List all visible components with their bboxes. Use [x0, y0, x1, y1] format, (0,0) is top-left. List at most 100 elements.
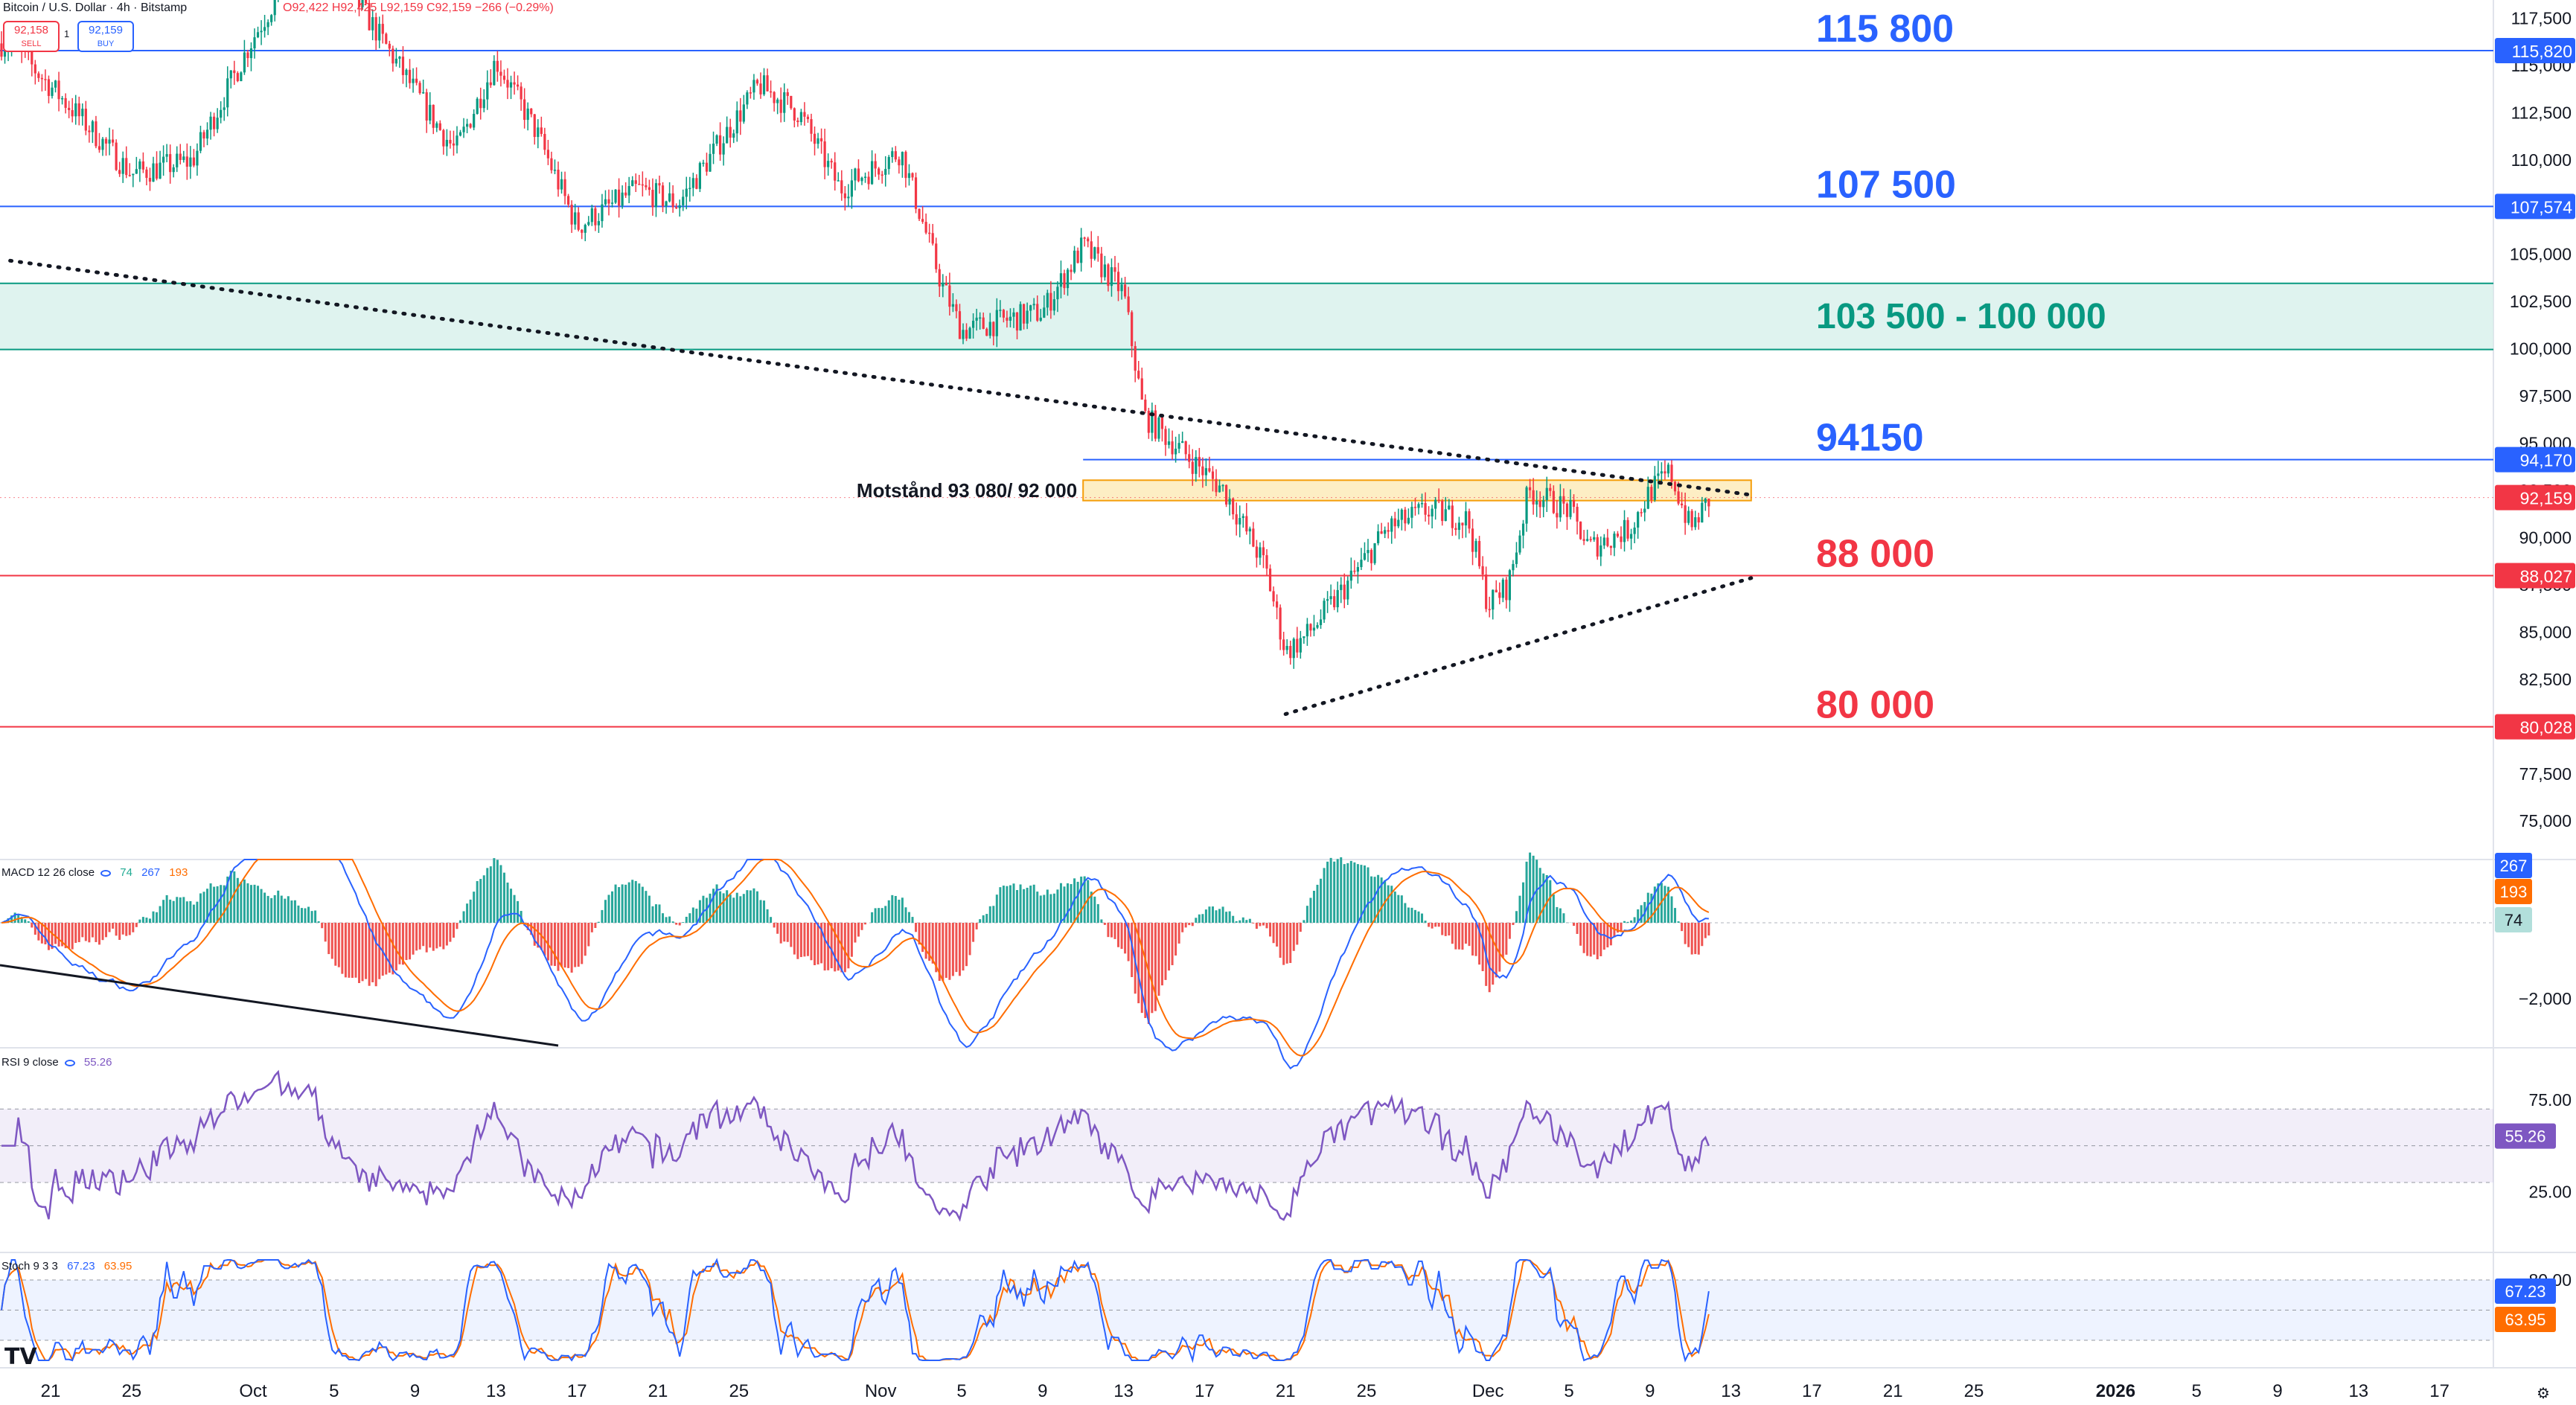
candle-body — [1090, 241, 1093, 259]
candle-body — [850, 180, 853, 197]
candle-body — [216, 118, 219, 129]
candle-body — [742, 104, 745, 122]
candle-body — [1690, 511, 1693, 528]
candle-body — [992, 321, 995, 336]
candle-body — [651, 190, 654, 208]
candle-body — [37, 73, 40, 78]
candle-body — [938, 269, 941, 287]
candle-body — [695, 178, 698, 189]
candle-body — [543, 133, 546, 150]
candle-body — [236, 73, 239, 82]
candle-body — [1107, 264, 1110, 287]
candle-body — [752, 80, 755, 93]
time-tick-label: 5 — [2192, 1381, 2202, 1401]
candle-body — [1663, 471, 1666, 474]
candle-body — [44, 79, 47, 80]
candle-body — [132, 173, 135, 176]
candle-body — [550, 158, 553, 170]
candle-body — [863, 176, 867, 178]
candle-body — [621, 192, 624, 206]
macd-legend[interactable]: MACD 12 26 close 74 267 193 — [1, 866, 188, 879]
axis-tag — [2495, 193, 2575, 220]
tradingview-logo[interactable]: TV — [4, 1344, 37, 1370]
candle-body — [1052, 299, 1055, 311]
candle-body — [1195, 457, 1198, 474]
candle-body — [141, 161, 144, 170]
gear-icon[interactable]: ⚙ — [2537, 1386, 2550, 1402]
macd-pane — [0, 852, 2493, 1070]
candle-body — [266, 22, 269, 28]
candle-body — [31, 51, 33, 65]
stoch-k-value: 67.23 — [67, 1260, 95, 1273]
candle-body — [924, 222, 927, 233]
candle-body — [1653, 476, 1656, 501]
time-tick-label: 2026 — [2096, 1381, 2135, 1401]
rsi-axis-tag-label: 55.26 — [2505, 1127, 2545, 1146]
price-axis[interactable]: 117,500115,000112,500110,000107,500105,0… — [2495, 8, 2575, 1332]
candle-body — [955, 304, 958, 312]
candle-body — [597, 221, 600, 225]
candle-body — [813, 133, 816, 144]
candle-body — [1228, 498, 1231, 505]
candle-body — [502, 75, 506, 80]
candle-body — [773, 92, 776, 103]
candle-body — [1538, 501, 1541, 508]
candle-body — [1451, 505, 1454, 528]
candle-body — [654, 183, 658, 208]
candle-body — [898, 159, 901, 166]
candle-body — [1340, 584, 1343, 590]
candle-body — [71, 109, 74, 117]
candle-body — [1488, 609, 1491, 610]
candle-body — [1384, 530, 1387, 534]
candle-body — [712, 144, 715, 154]
candle-body — [1363, 553, 1367, 560]
eye-icon[interactable] — [100, 869, 112, 877]
candle-body — [658, 183, 661, 186]
candle-body — [466, 124, 469, 127]
price-tick-label: 102,500 — [2510, 292, 2572, 311]
candle-body — [159, 162, 162, 179]
candle-body — [1296, 639, 1299, 653]
time-axis[interactable]: 21 25 Oct 5 9 13 17 21 25 Nov 5 9 13 17 21 25 Dec 5 9 13 17 2… — [41, 1381, 2449, 1401]
candle-body — [560, 179, 563, 190]
candle-body — [894, 151, 897, 160]
candle-body — [951, 304, 954, 307]
sell-button[interactable]: 92,158 SELL — [3, 21, 60, 52]
candle-body — [61, 97, 64, 100]
buy-button[interactable]: 92,159 BUY — [77, 21, 134, 52]
candle-body — [1312, 627, 1316, 631]
candle-body — [118, 170, 121, 174]
candle-body — [988, 321, 991, 336]
price-tick-label: 97,500 — [2519, 386, 2572, 406]
stoch-k-tag-label: 67.23 — [2505, 1282, 2545, 1301]
candle-body — [496, 60, 499, 72]
candle-body — [1525, 487, 1528, 524]
candle-body — [776, 99, 779, 103]
time-tick-label: 25 — [121, 1381, 141, 1401]
candle-body — [1556, 513, 1559, 518]
rsi-legend[interactable]: RSI 9 close 55.26 — [1, 1056, 112, 1069]
candle-body — [702, 162, 705, 164]
candle-body — [726, 127, 729, 144]
macd-axis-tag-label: 193 — [2500, 883, 2528, 901]
candle-body — [1329, 596, 1332, 600]
candle-body — [473, 114, 476, 128]
candle-body — [796, 120, 799, 123]
candle-body — [860, 177, 863, 182]
symbol-title[interactable]: Bitcoin / U.S. Dollar · 4h · Bitstamp — [3, 1, 188, 14]
candle-body — [1444, 509, 1447, 522]
time-tick-label: 9 — [1038, 1381, 1047, 1401]
candle-body — [189, 157, 192, 167]
price-tick-label: 82,500 — [2519, 670, 2572, 689]
candle-body — [1046, 292, 1049, 308]
stoch-legend[interactable]: Stoch 9 3 3 67.23 63.95 — [1, 1260, 132, 1273]
candle-body — [1481, 566, 1484, 575]
candle-body — [40, 77, 43, 80]
candle-body — [368, 3, 371, 31]
candle-body — [995, 310, 998, 336]
candle-body — [914, 177, 918, 209]
candle-body — [631, 180, 634, 186]
candle-body — [1198, 457, 1201, 467]
eye-icon[interactable] — [64, 1059, 75, 1066]
